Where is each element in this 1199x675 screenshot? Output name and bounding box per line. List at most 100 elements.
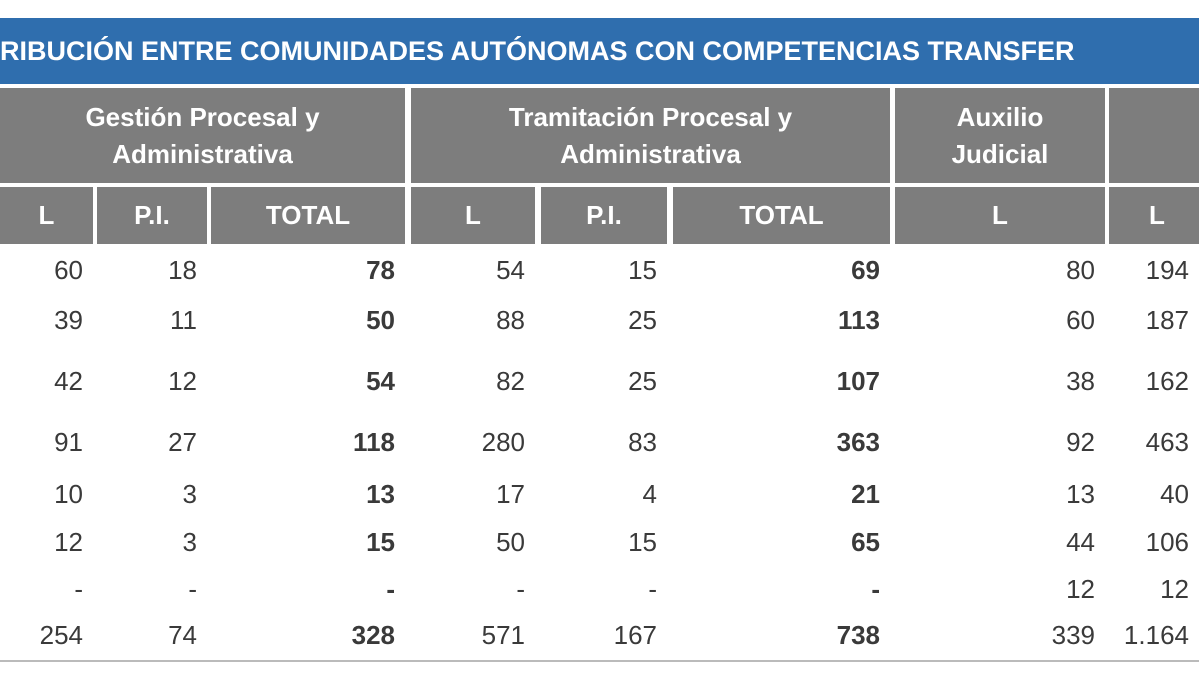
table-cell-text: 194 bbox=[1145, 254, 1189, 285]
table-cell: 187 bbox=[1109, 292, 1199, 348]
table-cell: 74 bbox=[97, 612, 207, 658]
table-cell-text: 11 bbox=[170, 304, 197, 335]
table-cell: 54 bbox=[411, 248, 535, 292]
table-cell: 738 bbox=[673, 612, 890, 658]
table-cell-text: 92 bbox=[1066, 426, 1095, 457]
table-cell-text: 40 bbox=[1160, 478, 1189, 509]
table-cell-text: 21 bbox=[851, 478, 880, 509]
table-cell-text: 25 bbox=[628, 365, 657, 396]
table-cell: 463 bbox=[1109, 414, 1199, 470]
table-cell: 13 bbox=[211, 470, 405, 518]
table-cell: 280 bbox=[411, 414, 535, 470]
table-cell-text: 50 bbox=[496, 526, 525, 557]
table-cell-text: 339 bbox=[1051, 619, 1095, 650]
table-cell-text: 60 bbox=[1066, 304, 1095, 335]
table-cell-text: 738 bbox=[836, 619, 880, 650]
table-cell: 12 bbox=[0, 518, 93, 566]
table-cell-text: 80 bbox=[1066, 254, 1095, 285]
table-cell: 54 bbox=[211, 348, 405, 414]
table-cell: 83 bbox=[541, 414, 667, 470]
column-header: P.I. bbox=[541, 187, 667, 244]
table-cell: 21 bbox=[673, 470, 890, 518]
group-header bbox=[1109, 88, 1199, 183]
column-header-text: L bbox=[1149, 200, 1165, 231]
table-cell-text: - bbox=[871, 573, 880, 604]
table-cell-text: 12 bbox=[54, 526, 83, 557]
column-header: L bbox=[0, 187, 93, 244]
column-header: L bbox=[411, 187, 535, 244]
table-cell: 60 bbox=[0, 248, 93, 292]
table-cell-text: 571 bbox=[481, 619, 525, 650]
table-cell: 12 bbox=[1109, 566, 1199, 612]
column-header-text: P.I. bbox=[586, 200, 622, 231]
table-cell-text: 328 bbox=[351, 619, 395, 650]
column-header: P.I. bbox=[97, 187, 207, 244]
table-cell-text: 27 bbox=[168, 426, 197, 457]
table-cell-text: 1.164 bbox=[1123, 619, 1189, 650]
column-header: TOTAL bbox=[211, 187, 405, 244]
table-cell: 254 bbox=[0, 612, 93, 658]
table-cell: 12 bbox=[97, 348, 207, 414]
column-header-text: P.I. bbox=[134, 200, 170, 231]
table-cell: 17 bbox=[411, 470, 535, 518]
table-cell: 25 bbox=[541, 292, 667, 348]
table-cell-text: 4 bbox=[642, 478, 657, 509]
table-cell: 80 bbox=[895, 248, 1105, 292]
table-cell-text: 54 bbox=[496, 254, 525, 285]
table-bottom-rule bbox=[0, 660, 1199, 662]
column-header-text: L bbox=[992, 200, 1008, 231]
table-cell-text: 15 bbox=[628, 254, 657, 285]
table-cell: 113 bbox=[673, 292, 890, 348]
table-cell-text: 162 bbox=[1145, 365, 1189, 396]
table-cell-text: 82 bbox=[496, 365, 525, 396]
table-cell-text: 12 bbox=[1066, 573, 1095, 604]
table-cell-text: 18 bbox=[168, 254, 197, 285]
table-cell-text: 83 bbox=[628, 426, 657, 457]
column-header: TOTAL bbox=[673, 187, 890, 244]
table-cell: - bbox=[673, 566, 890, 612]
table-cell: 106 bbox=[1109, 518, 1199, 566]
table-cell: 12 bbox=[895, 566, 1105, 612]
table-cell-text: - bbox=[188, 573, 197, 604]
group-header-text: Tramitación Procesal y Administrativa bbox=[508, 102, 793, 169]
table-cell: 18 bbox=[97, 248, 207, 292]
column-header: L bbox=[1109, 187, 1199, 244]
table-cell-text: 12 bbox=[1160, 573, 1189, 604]
group-header-text: Gestión Procesal y Administrativa bbox=[85, 102, 320, 169]
table-cell-text: 42 bbox=[54, 365, 83, 396]
table-cell-text: 88 bbox=[496, 304, 525, 335]
table-cell: 50 bbox=[211, 292, 405, 348]
table-cell: 3 bbox=[97, 470, 207, 518]
table-cell: 78 bbox=[211, 248, 405, 292]
table-cell-text: 13 bbox=[1066, 478, 1095, 509]
table-cell-text: 78 bbox=[366, 254, 395, 285]
table-cell: 339 bbox=[895, 612, 1105, 658]
group-header: Auxilio Judicial bbox=[895, 88, 1105, 183]
table-cell-text: 118 bbox=[353, 426, 395, 457]
table-cell: 38 bbox=[895, 348, 1105, 414]
table-cell-text: 44 bbox=[1066, 526, 1095, 557]
table-cell-text: 17 bbox=[496, 478, 525, 509]
table-cell: 50 bbox=[411, 518, 535, 566]
table-cell-text: 3 bbox=[182, 526, 197, 557]
table-cell-text: - bbox=[648, 573, 657, 604]
table-cell: 167 bbox=[541, 612, 667, 658]
table-cell: 39 bbox=[0, 292, 93, 348]
table-title: RIBUCIÓN ENTRE COMUNIDADES AUTÓNOMAS CON… bbox=[0, 18, 1199, 84]
table-cell: - bbox=[0, 566, 93, 612]
table-cell-text: - bbox=[74, 573, 83, 604]
table-cell: 3 bbox=[97, 518, 207, 566]
table-cell: 44 bbox=[895, 518, 1105, 566]
table-cell: 40 bbox=[1109, 470, 1199, 518]
table-cell-text: 10 bbox=[54, 478, 83, 509]
table-cell-text: 50 bbox=[366, 304, 395, 335]
table-cell-text: - bbox=[516, 573, 525, 604]
table-cell-text: 25 bbox=[628, 304, 657, 335]
table-cell-text: 39 bbox=[54, 304, 83, 335]
table-cell: 88 bbox=[411, 292, 535, 348]
table-cell-text: 187 bbox=[1145, 304, 1189, 335]
table-cell-text: 106 bbox=[1145, 526, 1189, 557]
table-cell: 91 bbox=[0, 414, 93, 470]
table-cell-text: 15 bbox=[366, 526, 395, 557]
table-cell: 107 bbox=[673, 348, 890, 414]
